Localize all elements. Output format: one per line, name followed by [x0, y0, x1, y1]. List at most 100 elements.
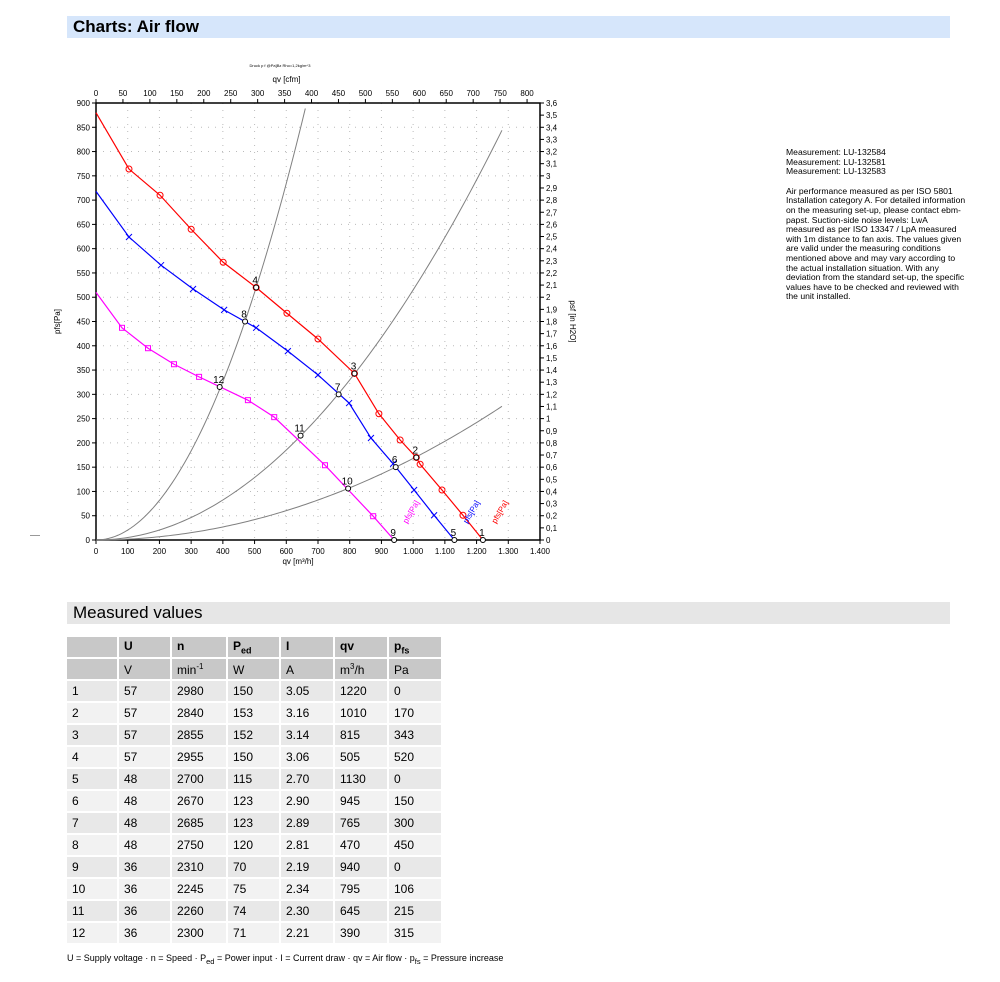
- data-point: [189, 285, 197, 293]
- unit-cell: min-1: [172, 659, 226, 679]
- column-header: qv: [335, 637, 387, 657]
- table-row: 7 48 2685 123 2.89 765 300: [67, 813, 441, 833]
- y-tick-label: 100: [77, 487, 91, 496]
- table-row: 6 48 2670 123 2.90 945 150: [67, 791, 441, 811]
- table-row: 11 36 2260 74 2.30 645 215: [67, 901, 441, 921]
- top-tick-label: 100: [143, 89, 157, 98]
- right-tick-label: 0,2: [546, 512, 558, 521]
- data-point: [156, 191, 164, 199]
- table-row: 8 48 2750 120 2.81 470 450: [67, 835, 441, 855]
- y-tick-label: 550: [77, 269, 91, 278]
- measured-values-title: Measured values: [67, 602, 950, 624]
- right-tick-label: 2,5: [546, 233, 558, 242]
- right-tick-label: 2,7: [546, 208, 558, 217]
- unit-cell: W: [228, 659, 279, 679]
- operating-point: [216, 384, 223, 391]
- table-cell: 765: [335, 813, 387, 833]
- top-axis-label: qv [cfm]: [273, 75, 301, 84]
- table-cell: 470: [335, 835, 387, 855]
- table-cell: 5: [67, 769, 117, 789]
- x-tick-label: 600: [280, 547, 294, 556]
- operating-point-label: 1: [479, 528, 485, 539]
- table-cell: 945: [335, 791, 387, 811]
- column-header: pfs: [389, 637, 441, 657]
- right-tick-label: 0,4: [546, 487, 558, 496]
- right-tick-label: 2: [546, 293, 551, 302]
- table-cell: 2: [67, 703, 117, 723]
- right-tick-label: 3,6: [546, 99, 558, 108]
- table-cell: 3.16: [281, 703, 333, 723]
- right-tick-label: 0,3: [546, 500, 558, 509]
- table-cell: 75: [228, 879, 279, 899]
- data-point: [314, 371, 322, 379]
- y-tick-label: 650: [77, 220, 91, 229]
- right-tick-label: 0: [546, 536, 551, 545]
- data-point: [459, 511, 467, 519]
- top-tick-label: 300: [251, 89, 265, 98]
- y-tick-label: 700: [77, 196, 91, 205]
- table-cell: 12: [67, 923, 117, 943]
- data-point: [220, 306, 228, 314]
- operating-point: [392, 464, 399, 471]
- right-tick-label: 2,1: [546, 281, 558, 290]
- table-cell: 36: [119, 901, 170, 921]
- operating-point-label: 4: [252, 276, 258, 287]
- y-axis-label: pfs[Pa]: [53, 309, 62, 334]
- table-cell: 390: [335, 923, 387, 943]
- operating-point-label: 3: [351, 361, 357, 372]
- top-tick-label: 750: [493, 89, 507, 98]
- right-tick-label: 1,5: [546, 354, 558, 363]
- table-cell: 74: [228, 901, 279, 921]
- table-cell: 2.19: [281, 857, 333, 877]
- table-cell: 48: [119, 769, 170, 789]
- table-cell: 2.90: [281, 791, 333, 811]
- table-cell: 150: [228, 747, 279, 767]
- table-cell: 795: [335, 879, 387, 899]
- data-point: [125, 233, 133, 241]
- table-cell: 0: [389, 857, 441, 877]
- data-point: [410, 486, 418, 494]
- table-cell: 120: [228, 835, 279, 855]
- y-tick-label: 850: [77, 123, 91, 132]
- right-tick-label: 2,9: [546, 184, 558, 193]
- table-cell: 150: [228, 681, 279, 701]
- unit-cell: V: [119, 659, 170, 679]
- unit-cell: [67, 659, 117, 679]
- table-cell: 450: [389, 835, 441, 855]
- table-row: 5 48 2700 115 2.70 1130 0: [67, 769, 441, 789]
- table-cell: 2750: [172, 835, 226, 855]
- table-cell: 48: [119, 791, 170, 811]
- operating-point: [345, 485, 352, 492]
- table-cell: 0: [389, 769, 441, 789]
- y-tick-label: 450: [77, 318, 91, 327]
- column-header: Ped: [228, 637, 279, 657]
- table-cell: 2.70: [281, 769, 333, 789]
- table-row: 12 36 2300 71 2.21 390 315: [67, 923, 441, 943]
- top-tick-label: 0: [94, 89, 99, 98]
- right-tick-label: 3: [546, 172, 551, 181]
- top-tick-label: 550: [386, 89, 400, 98]
- data-point: [283, 309, 291, 317]
- table-cell: 0: [389, 681, 441, 701]
- y-tick-label: 350: [77, 366, 91, 375]
- operating-point: [351, 370, 358, 377]
- table-cell: 70: [228, 857, 279, 877]
- x-tick-label: 1.100: [435, 547, 456, 556]
- table-cell: 4: [67, 747, 117, 767]
- column-header: I: [281, 637, 333, 657]
- y-tick-label: 800: [77, 148, 91, 157]
- table-cell: 3: [67, 725, 117, 745]
- table-cell: 71: [228, 923, 279, 943]
- right-tick-label: 2,3: [546, 257, 558, 266]
- top-tick-label: 800: [520, 89, 534, 98]
- series-label: pfs[Pa]: [490, 499, 510, 525]
- table-cell: 2.81: [281, 835, 333, 855]
- table-cell: 106: [389, 879, 441, 899]
- y-tick-label: 600: [77, 245, 91, 254]
- right-tick-label: 3,2: [546, 148, 558, 157]
- table-cell: 2245: [172, 879, 226, 899]
- x-tick-label: 700: [311, 547, 325, 556]
- table-cell: 57: [119, 703, 170, 723]
- data-point: [345, 399, 353, 407]
